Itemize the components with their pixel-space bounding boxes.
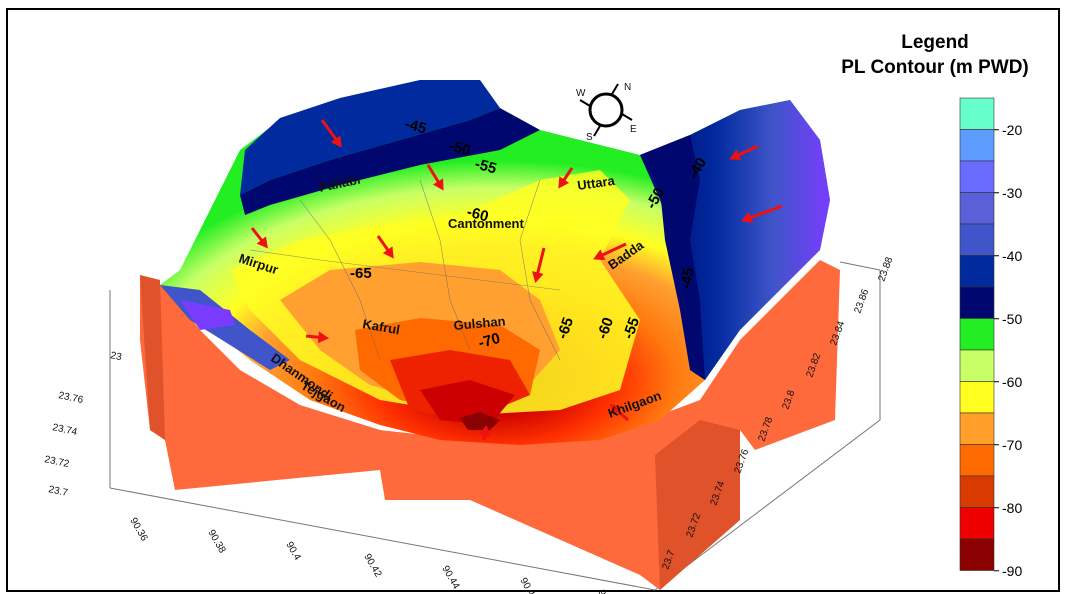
legend-tick-label: -40	[1002, 248, 1022, 264]
legend-tick-label: -90	[1002, 563, 1022, 579]
legend-colorbar: -20 -30 -40 -50 -60 -70 -80 -90	[959, 97, 1022, 579]
lon-tick: 90.48	[595, 588, 617, 594]
lon-tick: 90.36	[127, 516, 149, 544]
arrow-head-icon	[729, 149, 742, 161]
legend-swatch	[959, 381, 995, 414]
lat-tick-left: 23.72	[43, 454, 70, 470]
legend-swatch	[959, 318, 995, 351]
lat-tick-left: 23.74	[51, 422, 78, 438]
lat-tick-left: 23.7	[47, 484, 69, 499]
contour-label: -60	[465, 203, 490, 225]
compass-icon: N E S W	[576, 82, 637, 143]
lon-tick: 90.46	[517, 576, 539, 594]
legend-tick-label: -20	[1002, 122, 1022, 138]
compass-west: W	[576, 88, 586, 99]
place-label: Gulshan	[453, 314, 506, 333]
legend-swatch	[959, 507, 995, 540]
arrow-head-icon	[317, 331, 330, 344]
place-label: Uttara	[576, 173, 616, 193]
legend-subtitle: PL Contour (m PWD)	[841, 57, 1029, 78]
contour-label: -60	[594, 315, 617, 341]
contour-label: -55	[473, 155, 498, 177]
flow-arrows	[250, 119, 783, 441]
legend-swatch	[959, 286, 995, 319]
lat-tick-right: 23.88	[876, 255, 895, 283]
legend-swatch	[959, 129, 995, 162]
lon-tick: 90.42	[361, 552, 383, 580]
legend-swatch	[959, 255, 995, 288]
legend-title: Legend	[901, 32, 969, 53]
boundary-lines	[249, 179, 561, 361]
legend-swatch	[959, 412, 995, 445]
lon-tick: 90.44	[439, 564, 461, 592]
place-label: Cantonment	[448, 216, 525, 231]
contour-label: -55	[620, 315, 643, 341]
legend-tick-label: -50	[1002, 311, 1022, 327]
block-walls	[140, 260, 840, 590]
lat-tick-left: 23.76	[57, 390, 84, 406]
contour-label: -50	[447, 137, 472, 159]
compass-north: N	[624, 82, 631, 93]
arrow-head-icon	[330, 135, 342, 148]
legend-swatch	[959, 97, 995, 130]
compass-south: S	[586, 132, 593, 143]
legend-swatch	[959, 538, 995, 571]
lon-tick: 90.4	[283, 540, 302, 563]
surface-top	[160, 80, 830, 445]
legend-swatch	[959, 160, 995, 193]
legend-tick-label: -30	[1002, 185, 1022, 201]
lon-tick: 90.38	[205, 528, 227, 556]
arrow-head-icon	[382, 246, 394, 259]
contour-label: -45	[677, 266, 698, 290]
legend-swatch	[959, 349, 995, 382]
legend-swatch	[959, 192, 995, 225]
contour-label: -70	[477, 330, 502, 352]
legend-tick-label: -70	[1002, 437, 1022, 453]
arrow-head-icon	[593, 249, 606, 261]
legend-swatch	[959, 475, 995, 508]
legend-swatch	[959, 223, 995, 256]
arrow-head-icon	[741, 211, 754, 223]
lat-tick-right: 23.86	[852, 287, 871, 315]
legend-tick-label: -60	[1002, 374, 1022, 390]
arrow-head-icon	[256, 236, 268, 249]
contour-labels: -45-50-55-60-65-70 -65 -60 -55-50-45-40	[350, 115, 710, 351]
arrow-head-icon	[432, 178, 444, 191]
place-label: Kafrul	[361, 316, 401, 337]
contour-label: -65	[350, 265, 372, 282]
contour-label: -45	[403, 115, 428, 137]
legend-tick-label: -80	[1002, 500, 1022, 516]
arrow-head-icon	[558, 176, 570, 189]
compass-east: E	[630, 124, 637, 135]
arrow-head-icon	[478, 424, 491, 437]
legend-swatch	[959, 444, 995, 477]
arrow-head-icon	[609, 403, 622, 416]
arrow-head-icon	[532, 271, 544, 284]
lat-tick-left: 23	[109, 350, 123, 363]
axis-box	[109, 261, 881, 591]
contour-label: -65	[554, 315, 577, 341]
